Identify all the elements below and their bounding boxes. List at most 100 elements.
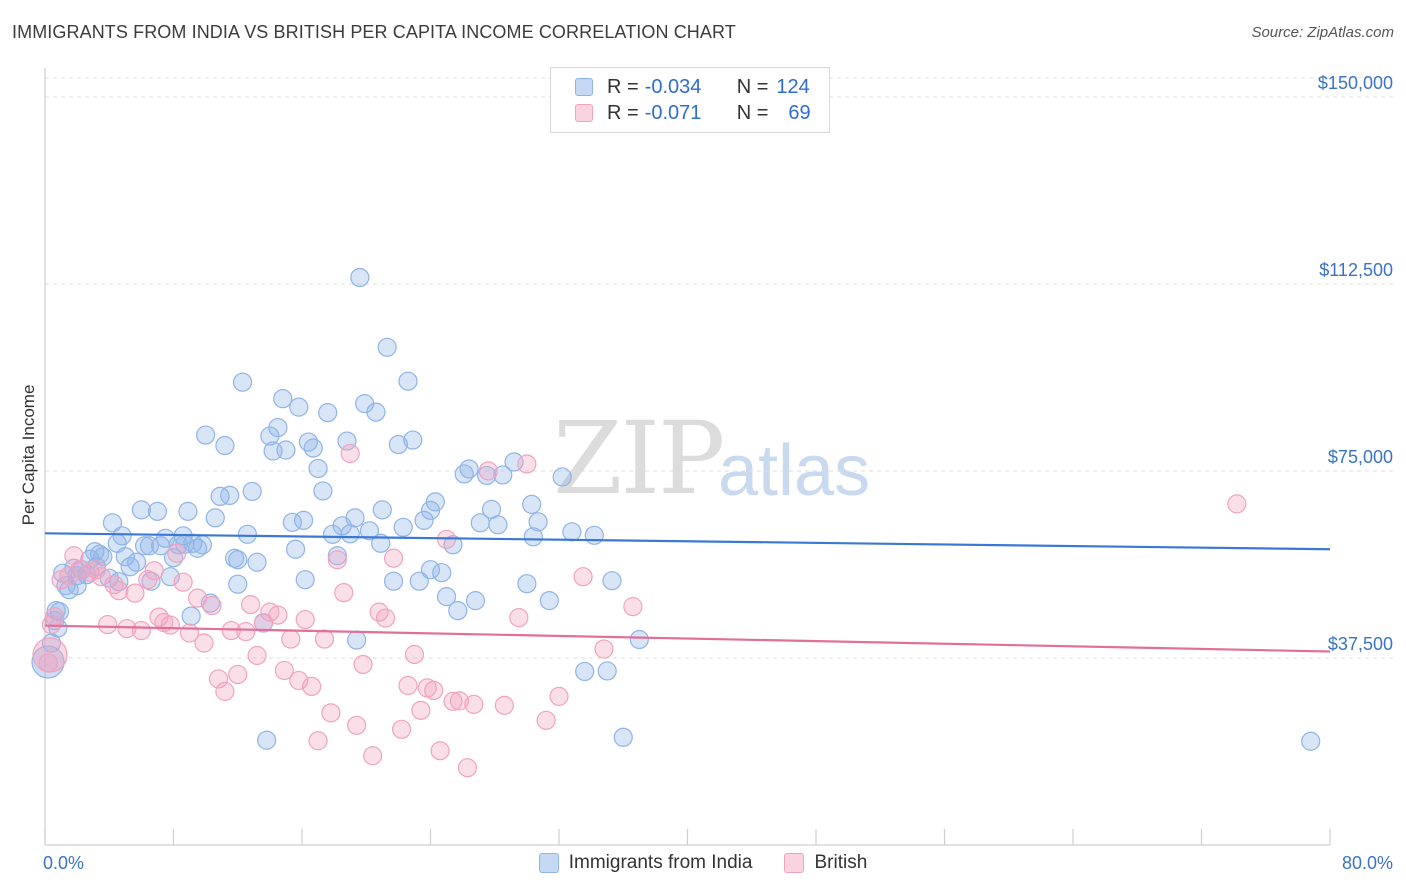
data-point [327,550,347,570]
bottom-legend-item-british[interactable]: British [784,852,867,874]
x-tick-label: 0.0% [43,853,84,873]
data-point [257,730,277,750]
data-point [268,605,288,625]
data-point [228,574,248,594]
data-point [215,435,235,456]
data-point [337,431,357,451]
data-point [1227,494,1247,514]
data-point [31,645,65,679]
data-point [276,440,296,460]
legend-r-label: R = [607,101,639,124]
data-point [236,621,256,642]
data-point [602,571,622,591]
data-point [173,572,193,592]
data-point [294,510,314,530]
data-point [181,606,201,626]
data-point [549,686,569,706]
data-point [232,372,253,392]
data-point [45,606,65,627]
data-point [59,566,79,586]
data-point [202,596,222,616]
data-point [457,758,478,778]
data-point [210,486,230,507]
data-point [404,644,425,665]
data-point [398,675,418,696]
data-point [139,536,160,556]
data-point [465,591,486,611]
data-point [242,481,262,502]
legend-n-value: 69 [788,101,811,124]
legend: R = -0.034 N = 124 R = -0.071 N = 69 [550,67,830,133]
data-point [459,459,479,479]
series-british [32,443,1247,778]
data-point [237,524,257,544]
y-axis-label: Per Capita Income [19,385,38,526]
data-point [420,560,441,580]
data-point [196,425,216,445]
legend-r-value: -0.034 [644,75,702,98]
data-point [536,710,556,730]
data-point [383,571,404,591]
data-point [205,508,225,528]
bottom-legend-label-british: British [814,852,868,873]
data-point [228,550,248,570]
data-point [134,536,155,556]
data-point [313,481,333,501]
data-point [98,614,118,635]
data-point [112,526,132,546]
data-point [192,535,213,555]
bottom-legend-label-india: Immigrants from India [568,852,753,873]
data-point [573,567,593,587]
data-point [215,681,235,701]
data-point [90,544,110,564]
data-point [517,574,537,594]
data-point [509,607,529,628]
data-point [340,524,360,544]
data-point [247,645,267,666]
data-point [125,583,145,603]
data-point [372,500,392,520]
data-point [436,587,457,607]
data-point [268,417,288,438]
data-point [147,501,168,521]
trend-lines [44,532,1331,653]
data-point [449,691,470,711]
data-point [1301,731,1321,751]
data-point [281,629,301,649]
data-point [488,515,508,535]
data-point [334,583,354,603]
data-point [377,337,397,357]
bottom-legend-swatch-india [538,853,559,873]
data-point [403,430,423,450]
data-point [327,546,347,566]
y-tick-label: $150,000 [1318,73,1393,93]
data-point [241,595,261,615]
data-point [414,510,434,530]
data-point [522,494,542,514]
data-point [302,676,322,697]
data-point [517,454,537,474]
y-tick-label: $37,500 [1328,634,1393,654]
gridlines [45,77,1395,659]
data-point [194,633,214,653]
data-point [144,561,164,581]
legend-n-label: N = [736,75,769,98]
data-point [383,548,404,568]
data-point [409,571,429,591]
data-point [359,521,380,541]
bottom-legend-item-india[interactable]: Immigrants from India [538,852,753,874]
legend-swatch-india [575,78,593,96]
data-point [32,637,68,673]
data-point [478,461,498,481]
legend-n-label: N = [736,101,769,124]
legend-row-british: R = -0.071 N = 69 [575,101,811,125]
bottom-legend-swatch-british [784,853,805,873]
data-point [375,608,396,628]
data-point [126,552,147,572]
data-point [464,694,484,714]
data-point [430,741,450,761]
legend-r-value: -0.071 [644,101,702,124]
bottom-legend: Immigrants from India British [0,852,1406,874]
data-point [321,703,341,723]
legend-row-india: R = -0.034 N = 124 [575,75,810,99]
